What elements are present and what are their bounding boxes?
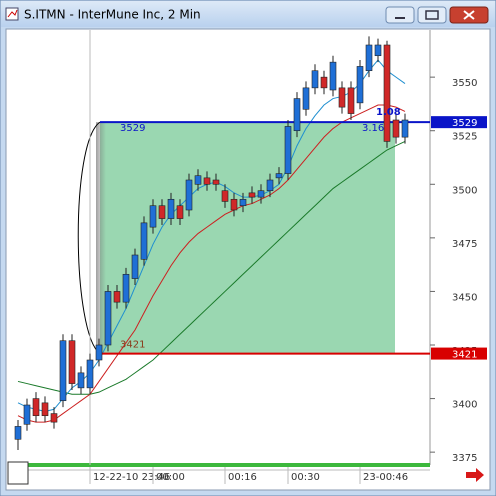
candle-body [401,119,409,138]
maximize-button[interactable] [417,6,447,24]
candle-body [230,198,238,211]
price-box-label: 3421 [452,350,477,361]
candle-body [221,190,229,202]
candle-body [338,87,346,108]
candle-body [50,413,58,423]
price-box [431,347,487,360]
price-box [431,116,487,129]
y-tick-label: 3375 [452,453,477,464]
candle-body [167,198,175,219]
level-label: 3421 [120,340,145,351]
candle-body [356,66,364,104]
candle-body [374,44,382,57]
candle-body [347,87,355,114]
x-tick-label: 00:16 [228,472,257,483]
candle-body [212,179,220,185]
price-box-label: 3529 [452,118,477,129]
candle-body [95,344,103,361]
y-tick-label: 3550 [452,78,477,89]
annotation: 1.08 [376,107,401,118]
candle-body [140,222,148,260]
y-tick-label: 3450 [452,292,477,303]
y-tick-label: 3475 [452,239,477,250]
window-title: S.ITMN - InterMune Inc, 2 Min [24,8,201,22]
moving-average [17,104,406,423]
moving-average [17,140,406,395]
candle-body [14,426,22,440]
x-tick-label: 00:00 [156,472,185,483]
candle-body [149,205,157,228]
candle-body [284,126,292,174]
time-bar [8,463,430,467]
candle-body [86,359,94,389]
candle-body [113,291,121,303]
candle-body [131,254,139,279]
candle-body [32,398,40,417]
candle-body [302,87,310,110]
zone-edge [96,122,106,354]
candle-body [23,404,31,425]
y-tick-label: 3525 [452,132,477,143]
candle-body [239,198,247,207]
annotation: 3.16 [362,123,384,134]
x-tick-label: 12-22-10 23:46 [93,472,170,483]
x-tick-label: 00:30 [291,472,320,483]
app-icon [5,7,19,21]
candle-body [194,175,202,185]
candle-body [41,402,49,417]
x-tick-label: 23-00:46 [363,472,408,483]
candle-body [203,177,211,185]
candle-body [266,179,274,192]
candle-body [257,190,265,198]
candle-body [293,98,301,132]
maximize-glyph [425,10,439,20]
corner-box [7,461,29,485]
candle-body [365,44,373,72]
candle-body [275,173,283,179]
scroll-arrow[interactable] [466,468,484,482]
candle-body [383,44,391,142]
zone [100,122,395,354]
candle-body [59,340,67,402]
y-tick-label: 3500 [452,185,477,196]
candle-body [122,273,130,303]
level-label: 3529 [120,123,145,134]
candle-body [248,192,256,198]
candle-body [158,205,166,219]
candle-body [320,76,328,89]
minimize-button[interactable] [385,6,415,24]
candle-body [176,205,184,219]
candle-body [185,179,193,211]
candle-body [104,291,112,346]
app-icon-glyph [7,9,18,18]
candle-body [68,340,76,384]
candle-body [311,70,319,89]
candle-body [392,119,400,138]
candle-body [77,372,85,389]
candle-body [329,61,337,91]
y-tick-label: 3400 [452,400,477,411]
close-glyph [463,10,475,20]
